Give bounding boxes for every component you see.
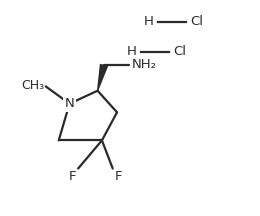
Text: F: F: [115, 170, 122, 183]
Text: Cl: Cl: [173, 45, 186, 58]
Text: H: H: [144, 15, 154, 28]
Text: NH₂: NH₂: [132, 58, 157, 71]
Text: H: H: [127, 45, 136, 58]
Polygon shape: [97, 64, 108, 91]
Text: Cl: Cl: [191, 15, 204, 28]
Text: F: F: [68, 170, 76, 183]
Text: CH₃: CH₃: [22, 79, 45, 92]
Text: N: N: [65, 97, 74, 110]
